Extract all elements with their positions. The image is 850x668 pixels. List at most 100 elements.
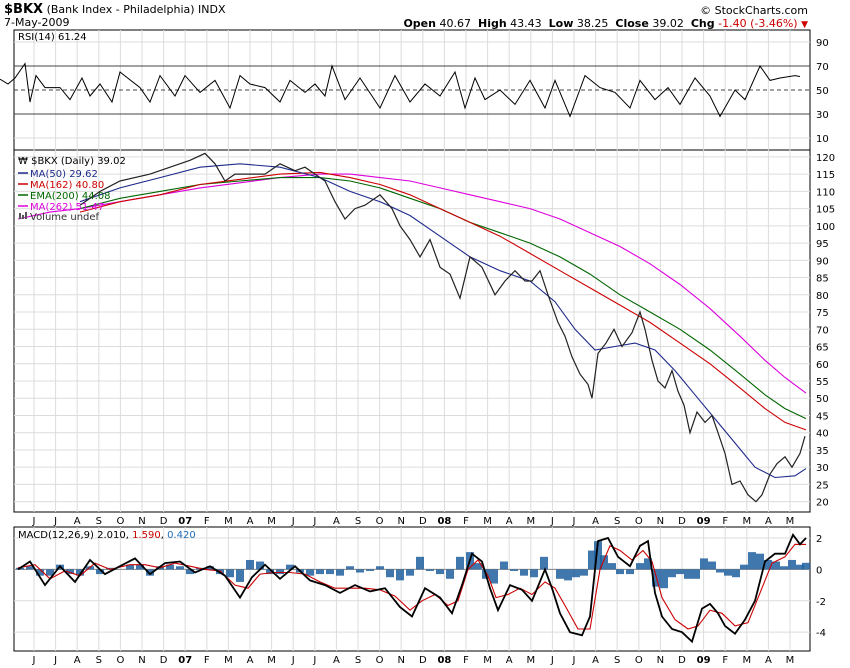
macd-hist-bar xyxy=(748,552,756,570)
price-y-tick-label: 35 xyxy=(816,446,829,457)
macd-hist-bar xyxy=(660,569,668,589)
x-tick-label-bottom: F xyxy=(204,655,210,666)
x-tick-label-bottom: M xyxy=(786,655,795,666)
macd-hist-bar xyxy=(386,569,394,578)
ma50-value: 29.62 xyxy=(69,169,98,180)
macd-hist-bar xyxy=(336,569,344,576)
x-tick-label: 08 xyxy=(437,516,451,527)
x-tick-label-bottom: M xyxy=(742,655,751,666)
x-tick-label: J xyxy=(312,516,316,527)
x-tick-label: N xyxy=(138,516,145,527)
macd-hist-bar xyxy=(732,569,740,578)
macd-hist-bar xyxy=(510,569,518,571)
x-tick-label-bottom: O xyxy=(116,655,124,666)
x-tick-label: M xyxy=(786,516,795,527)
x-tick-label-bottom: S xyxy=(96,655,102,666)
macd-hist-bar xyxy=(46,569,54,576)
x-tick-label: M xyxy=(224,516,233,527)
macd-hist-bar xyxy=(206,566,214,570)
close-value: 39.02 xyxy=(652,17,684,30)
x-tick-label: A xyxy=(333,516,340,527)
low-label: Low xyxy=(548,17,574,30)
x-tick-label: J xyxy=(550,516,554,527)
legend-volume: Volume undef xyxy=(30,212,100,223)
x-tick-label-bottom: J xyxy=(53,655,57,666)
macd-y-tick-label: -4 xyxy=(816,628,826,639)
chart-date: 7-May-2009 xyxy=(4,16,70,29)
x-tick-label-bottom: A xyxy=(247,655,254,666)
x-tick-label: N xyxy=(657,516,664,527)
rsi-value: 61.24 xyxy=(58,32,87,43)
macd-hist-bar xyxy=(416,556,424,570)
x-tick-label: M xyxy=(267,516,276,527)
symbol: $BKX xyxy=(4,2,44,17)
x-tick-label-bottom: J xyxy=(32,655,36,666)
chg-label: Chg xyxy=(690,17,715,30)
volume-icon xyxy=(19,213,21,219)
x-tick-label-bottom: D xyxy=(160,655,168,666)
down-triangle-icon: ▼ xyxy=(801,20,808,30)
x-tick-label-bottom: J xyxy=(572,655,576,666)
rsi-label: RSI(14) xyxy=(18,32,55,43)
macd-hist-bar xyxy=(556,569,564,579)
rsi-panel xyxy=(13,29,811,151)
macd-hist-bar xyxy=(802,562,810,570)
macd-label: MACD(12,26,9) xyxy=(18,530,94,541)
credit: © StockCharts.com xyxy=(700,4,808,17)
x-tick-label-bottom: A xyxy=(765,655,772,666)
macd-hist-bar xyxy=(376,566,384,570)
price-y-tick-label: 45 xyxy=(816,411,829,422)
ma162-line xyxy=(79,171,807,431)
macd-hist-bar xyxy=(490,569,498,584)
x-tick-label-bottom: M xyxy=(526,655,535,666)
macd-hist-bar xyxy=(456,556,464,570)
x-tick-label-bottom: A xyxy=(333,655,340,666)
x-tick-label: A xyxy=(592,516,599,527)
macd-hist-bar xyxy=(636,563,644,570)
price-value: 39.02 xyxy=(97,156,126,167)
macd-hist-bar xyxy=(166,564,174,570)
x-tick-label-bottom: A xyxy=(74,655,81,666)
macd-hist-bar xyxy=(572,569,580,578)
price-y-tick-label: 65 xyxy=(816,343,829,354)
x-tick-label-bottom: N xyxy=(657,655,664,666)
x-tick-label-bottom: J xyxy=(312,655,316,666)
x-tick-label-bottom: S xyxy=(614,655,620,666)
macd-legend: MACD(12,26,9) 2.010, 1.590, 0.420 xyxy=(18,530,196,541)
legend-ma162: MA(162) 40.80 xyxy=(30,180,104,191)
x-tick-label: M xyxy=(526,516,535,527)
ema200-label: EMA(200) xyxy=(30,191,79,202)
macd-hist-bar xyxy=(772,561,780,570)
macd-hist-bar xyxy=(700,558,708,570)
macd-hist-bar xyxy=(540,556,548,570)
legend-ema200: EMA(200) 44.08 xyxy=(30,191,111,202)
x-tick-label: F xyxy=(722,516,728,527)
macd-hist-bar xyxy=(530,569,538,578)
ma162-value: 40.80 xyxy=(76,180,105,191)
macd-hist-bar xyxy=(716,569,724,573)
x-tick-label: D xyxy=(419,516,427,527)
macd-hist-bar xyxy=(276,569,284,575)
macd-hist-bar xyxy=(66,569,74,575)
high-value: 43.43 xyxy=(510,17,542,30)
x-tick-label: F xyxy=(463,516,469,527)
x-tick-label: 09 xyxy=(697,516,711,527)
x-tick-label: S xyxy=(355,516,361,527)
x-tick-label: J xyxy=(32,516,36,527)
x-tick-label: F xyxy=(204,516,210,527)
legend-price: ₩ $BKX (Daily) 39.02 xyxy=(18,156,126,167)
x-tick-label-bottom: J xyxy=(550,655,554,666)
macd-hist-bar xyxy=(266,569,274,575)
price-y-tick-label: 25 xyxy=(816,480,829,491)
x-tick-label-bottom: M xyxy=(224,655,233,666)
x-tick-label-bottom: N xyxy=(138,655,145,666)
open-label: Open xyxy=(403,17,436,30)
rsi-y-tick-label: 70 xyxy=(816,62,829,73)
ma162-label: MA(162) xyxy=(30,180,72,191)
x-tick-label: M xyxy=(742,516,751,527)
close-label: Close xyxy=(615,17,649,30)
macd-hist-bar xyxy=(600,555,608,570)
macd-hist-bar xyxy=(106,567,114,570)
open-value: 40.67 xyxy=(439,17,471,30)
macd-hist-bar xyxy=(146,569,154,576)
